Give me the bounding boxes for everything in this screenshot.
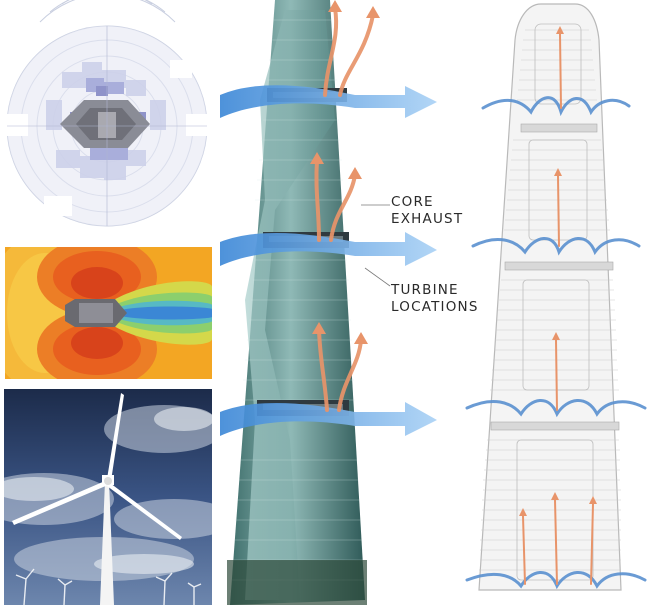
- core-exhaust-label: CORE EXHAUST: [391, 194, 463, 228]
- wind-turbine-photo: [4, 389, 212, 605]
- turbine-locations-line-2: LOCATIONS: [391, 299, 479, 315]
- tower-section-diagram: [465, 0, 647, 605]
- turbine-locations-line-1: TURBINE: [391, 282, 459, 298]
- core-exhaust-line-2: EXHAUST: [391, 211, 464, 227]
- core-exhaust-line-1: CORE: [391, 194, 434, 210]
- cfd-wind-simulation: [5, 247, 212, 379]
- turbine-locations-label: TURBINE LOCATIONS: [391, 282, 479, 316]
- tower-rendering: [215, 0, 445, 605]
- wind-rose-diagram: [0, 0, 218, 232]
